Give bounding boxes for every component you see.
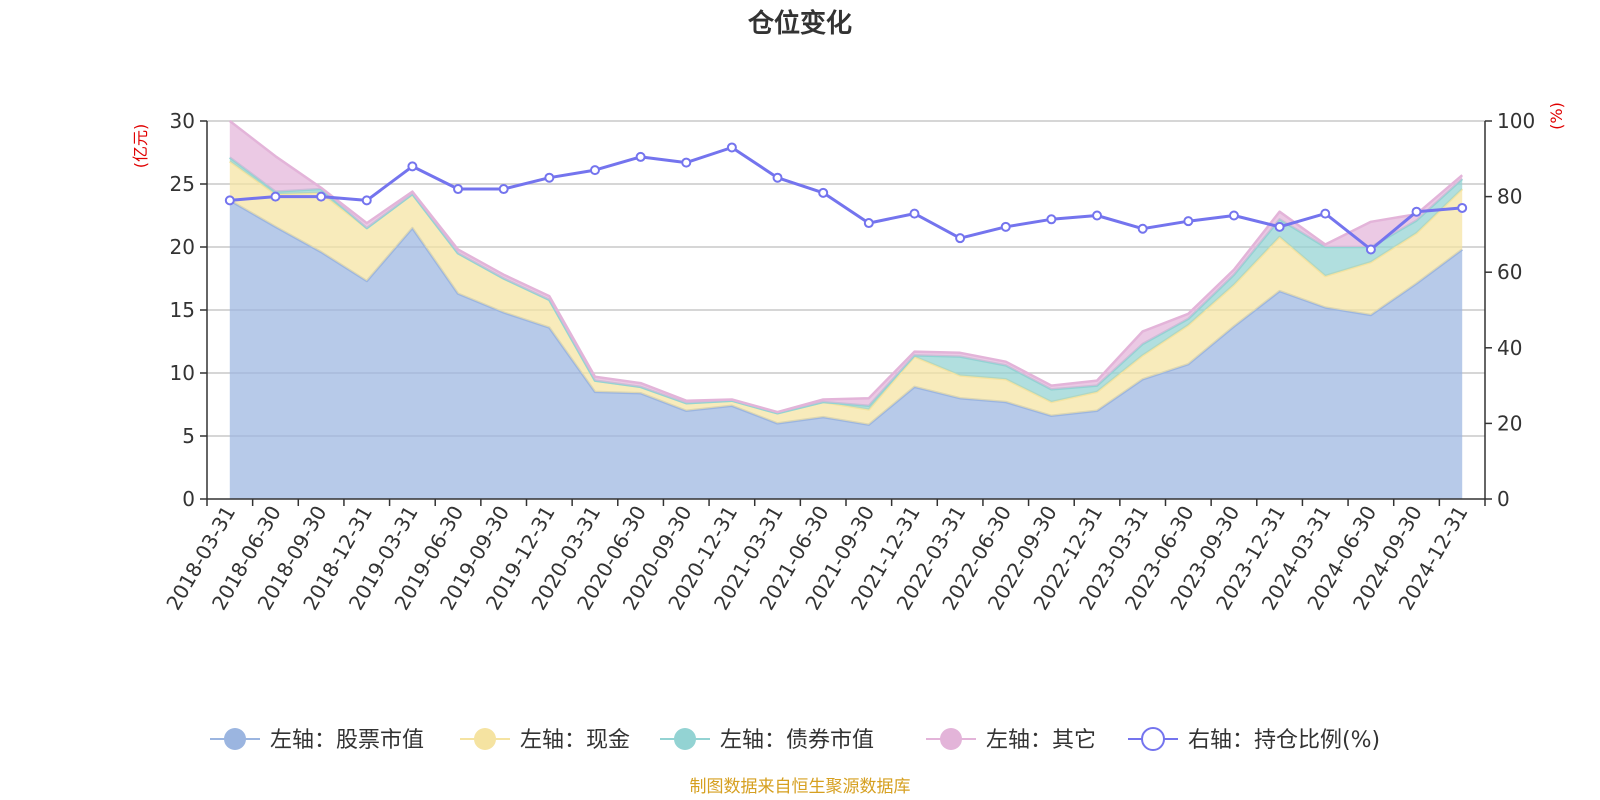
ratio-point bbox=[1228, 210, 1239, 221]
legend-circle-icon bbox=[940, 728, 962, 750]
ratio-point bbox=[316, 191, 327, 202]
left-tick-label: 5 bbox=[182, 424, 195, 448]
ratio-point bbox=[726, 142, 737, 153]
legend-item[interactable]: 右轴：持仓比例(%) bbox=[1128, 727, 1380, 753]
legend-circle-icon bbox=[1141, 727, 1165, 751]
ratio-point bbox=[1457, 202, 1468, 213]
stacked-areas bbox=[229, 120, 1464, 499]
legend-label: 右轴：持仓比例(%) bbox=[1188, 728, 1380, 753]
left-axis-unit: (亿元) bbox=[131, 124, 150, 169]
legend-circle-icon bbox=[474, 728, 496, 750]
ratio-point bbox=[1411, 206, 1422, 217]
legend-label: 左轴：现金 bbox=[520, 728, 630, 753]
ratio-point bbox=[1365, 244, 1376, 255]
legend-circle-icon bbox=[224, 728, 246, 750]
ratio-line bbox=[229, 146, 1463, 251]
chart-title: 仓位变化 bbox=[747, 8, 852, 39]
left-tick-label: 25 bbox=[170, 172, 195, 196]
ratio-point bbox=[818, 187, 829, 198]
series-edge-line bbox=[229, 120, 1464, 414]
legend-item[interactable]: 左轴：现金 bbox=[460, 728, 630, 753]
left-tick-label: 10 bbox=[170, 361, 195, 385]
ratio-point bbox=[544, 172, 555, 183]
ratio-point bbox=[635, 151, 646, 162]
ratio-point bbox=[681, 157, 692, 168]
ratio-point bbox=[407, 161, 418, 172]
right-tick-label: 0 bbox=[1497, 487, 1510, 511]
ratio-point bbox=[1046, 214, 1057, 225]
ratio-point bbox=[1000, 221, 1011, 232]
left-tick-label: 15 bbox=[170, 298, 195, 322]
ratio-point bbox=[1274, 221, 1285, 232]
series-area bbox=[229, 161, 1463, 425]
left-tick-label: 0 bbox=[182, 487, 195, 511]
ratio-point bbox=[1320, 208, 1331, 219]
right-tick-label: 80 bbox=[1497, 185, 1522, 209]
ratio-point bbox=[1092, 210, 1103, 221]
ratio-point bbox=[453, 184, 464, 195]
series-area bbox=[229, 200, 1463, 499]
left-tick-label: 20 bbox=[170, 235, 195, 259]
ratio-point bbox=[1183, 216, 1194, 227]
right-tick-label: 40 bbox=[1497, 336, 1522, 360]
legend-label: 左轴：股票市值 bbox=[270, 728, 424, 753]
ratio-point bbox=[863, 218, 874, 229]
ratio-point bbox=[772, 172, 783, 183]
legend-item[interactable]: 左轴：股票市值 bbox=[210, 728, 424, 753]
ratio-point bbox=[909, 208, 920, 219]
right-axis-unit: (%) bbox=[1547, 102, 1566, 130]
legend-item[interactable]: 左轴：其它 bbox=[926, 728, 1096, 753]
right-tick-label: 20 bbox=[1497, 411, 1522, 435]
source-note: 制图数据来自恒生聚源数据库 bbox=[690, 777, 911, 797]
left-tick-label: 30 bbox=[170, 109, 195, 133]
right-tick-label: 60 bbox=[1497, 260, 1522, 284]
ratio-point bbox=[224, 195, 235, 206]
ratio-point bbox=[1137, 223, 1148, 234]
ratio-point bbox=[361, 195, 372, 206]
ratio-line-layer bbox=[224, 142, 1468, 255]
ratio-point bbox=[270, 191, 281, 202]
legend[interactable]: 左轴：股票市值 左轴：现金 左轴：债券市值 左轴：其它 右轴：持仓比例(%) bbox=[210, 727, 1380, 753]
legend-label: 左轴：其它 bbox=[986, 728, 1096, 753]
legend-circle-icon bbox=[674, 728, 696, 750]
ratio-point bbox=[955, 233, 966, 244]
ratio-point bbox=[498, 184, 509, 195]
legend-label: 左轴：债券市值 bbox=[720, 728, 874, 753]
right-tick-label: 100 bbox=[1497, 109, 1535, 133]
ratio-point bbox=[589, 165, 600, 176]
legend-item[interactable]: 左轴：债券市值 bbox=[660, 728, 874, 753]
